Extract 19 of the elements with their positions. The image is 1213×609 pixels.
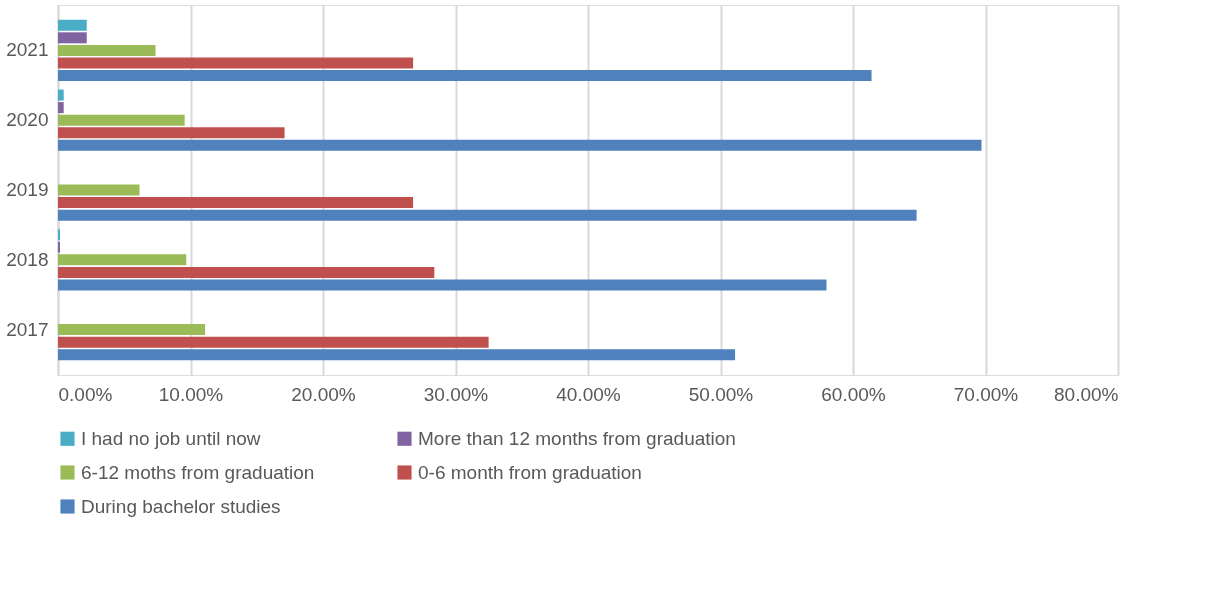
y-tick-label: 2017 bbox=[6, 318, 49, 340]
x-tick-label: 40.00% bbox=[556, 383, 621, 405]
legend-label: 0-6 month from graduation bbox=[418, 461, 642, 483]
y-tick-label: 2021 bbox=[6, 39, 49, 61]
x-tick-label: 50.00% bbox=[688, 383, 754, 405]
x-tick-label: 0.00% bbox=[58, 383, 113, 405]
x-tick-label: 20.00% bbox=[291, 383, 356, 405]
y-tick-label: 2019 bbox=[6, 179, 49, 200]
x-tick-label: 60.00% bbox=[821, 383, 886, 405]
legend-label: More than 12 months from graduation bbox=[418, 427, 736, 449]
legend-label: I had no job until now bbox=[81, 427, 261, 449]
x-tick-label: 70.00% bbox=[953, 383, 1019, 405]
y-tick-label: 2020 bbox=[6, 109, 49, 131]
legend-label: During bachelor studies bbox=[81, 495, 281, 517]
x-tick-label: 30.00% bbox=[423, 383, 489, 405]
legend-label: 6-12 moths from graduation bbox=[81, 461, 315, 483]
x-tick-label: 80.00% bbox=[1054, 383, 1119, 405]
x-tick-label: 10.00% bbox=[158, 383, 224, 405]
y-tick-label: 2018 bbox=[6, 248, 49, 270]
